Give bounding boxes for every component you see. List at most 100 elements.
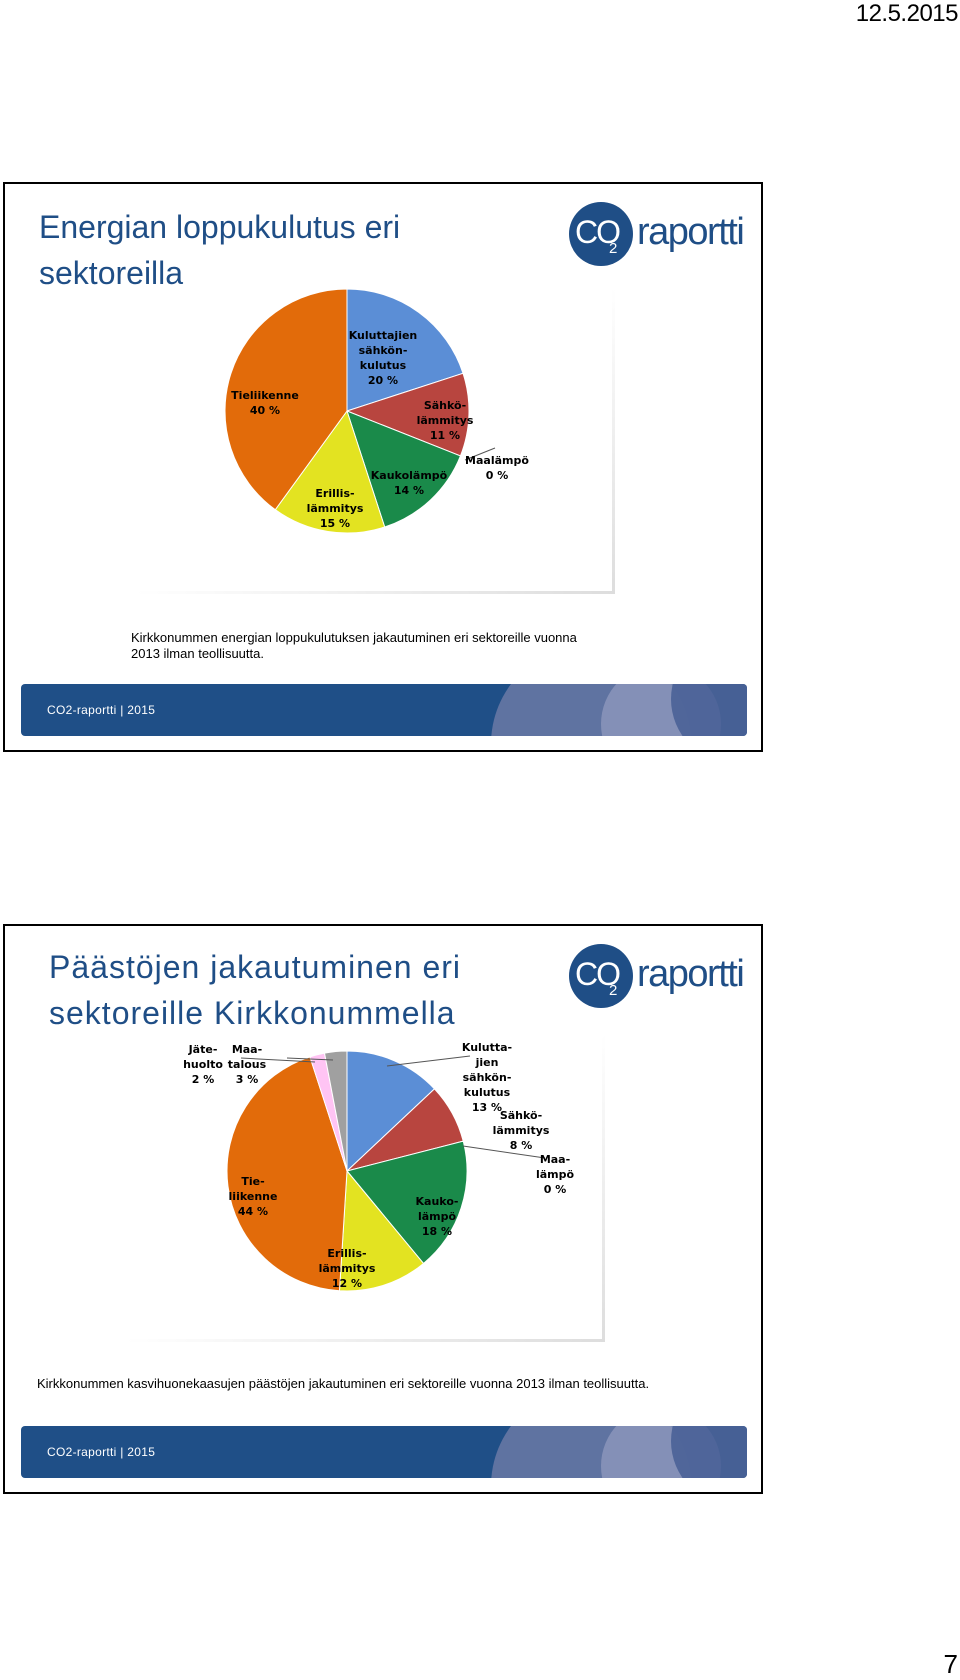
slice-value-label: 3 % xyxy=(236,1073,259,1086)
footer-text: CO2-raportti | 2015 xyxy=(47,703,156,717)
slice-name-line: lämpö xyxy=(536,1168,575,1181)
pie-chart-emissions: Kulutta-jien sähkön-kulutus 13 % Sähkö-lämm… xyxy=(125,1034,605,1342)
leader-line xyxy=(286,1057,334,1061)
leader-line xyxy=(464,447,496,461)
logo-co-text: CO xyxy=(575,956,621,992)
chart-frame-edge xyxy=(612,288,615,594)
slice-name-line: Jäte- xyxy=(188,1043,218,1056)
leader-line xyxy=(462,1145,546,1159)
footer-decoration xyxy=(671,1426,747,1478)
leader-line xyxy=(240,1057,316,1063)
slice-value-label: 0 % xyxy=(544,1183,567,1196)
logo-word: raportti xyxy=(637,953,745,995)
slice-label-sahkolammitys: Sähkö-lämmitys 8 % xyxy=(493,1109,550,1152)
slice-label-erillislammitys: Erillis-lämmitys 12 % xyxy=(319,1247,376,1290)
footer-text: CO2-raportti | 2015 xyxy=(47,1445,156,1459)
slice-name-line: Tie- xyxy=(241,1175,264,1188)
slice-label-maalampo: Maalämpö 0 % xyxy=(465,454,529,482)
page-date: 12.5.2015 xyxy=(855,0,959,27)
slice-name-line: talous xyxy=(228,1058,267,1071)
slide-caption: Kirkkonummen energian loppukulutuksen ja… xyxy=(131,630,577,661)
chart-frame-edge xyxy=(135,591,615,594)
slice-value-label: 15 % xyxy=(320,517,350,530)
slide-emissions: Päästöjen jakautuminen eri sektoreille K… xyxy=(3,924,763,1494)
slice-name-line: lämmitys xyxy=(417,414,474,427)
pie-chart-svg: Kuluttajien sähkön-kulutus 20 % Sähkö-lämmi… xyxy=(224,288,529,534)
logo-word: raportti xyxy=(637,211,745,253)
slice-name-line: Erillis- xyxy=(315,487,354,500)
slice-name-line: lämmitys xyxy=(493,1124,550,1137)
slice-name-line: jien xyxy=(475,1056,499,1069)
slice-name-line: Kulutta- xyxy=(462,1041,512,1054)
slice-value-label: 44 % xyxy=(238,1205,268,1218)
slide-caption: Kirkkonummen kasvihuonekaasujen päästöje… xyxy=(37,1376,650,1391)
slice-value-label: 2 % xyxy=(192,1073,215,1086)
slice-name-line: Kauko- xyxy=(416,1195,459,1208)
slice-name-line: huolto xyxy=(183,1058,223,1071)
slice-label-kaukolampo: Kaukolämpö 14 % xyxy=(371,469,448,497)
pie-slice-sahkolammitys xyxy=(345,372,470,457)
slice-label-tieliikenne: Tieliikenne 40 % xyxy=(231,389,299,417)
pie-slice-tieliikenne xyxy=(226,1056,348,1292)
co2-raportti-logo: CO 2 raportti xyxy=(569,202,745,266)
logo-subscript: 2 xyxy=(609,982,618,999)
slice-value-label: 20 % xyxy=(368,374,398,387)
slice-name-line: Maa- xyxy=(540,1153,570,1166)
slice-name-line: Maa- xyxy=(232,1043,262,1056)
slice-name-line: liikenne xyxy=(229,1190,278,1203)
slice-value-label: 8 % xyxy=(510,1139,533,1152)
slide-title: Päästöjen jakautuminen eri sektoreille K… xyxy=(49,949,462,1031)
slice-name-line: Kuluttajien xyxy=(349,329,418,342)
pie-chart-energy: Kuluttajien sähkön-kulutus 20 % Sähkö-lämmi… xyxy=(135,288,615,594)
slice-label-maalampo: Maa-lämpö 0 % xyxy=(536,1153,575,1196)
pie-slice-erillislammitys xyxy=(338,1169,425,1292)
footer-bar: CO2-raportti | 2015 xyxy=(21,1426,747,1478)
chart-frame-edge xyxy=(125,1339,605,1342)
slide-energy-consumption: Energian loppukulutus eri sektoreilla CO… xyxy=(3,182,763,752)
slice-label-tieliikenne: Tie-liikenne 44 % xyxy=(229,1175,278,1218)
logo-co-text: CO xyxy=(575,214,621,250)
slice-name-line: Erillis- xyxy=(327,1247,366,1260)
pie-slice-kuluttajien-sahkonkulutus xyxy=(346,1050,436,1173)
slice-label-kuluttajien-sahkonkulutus: Kulutta-jien sähkön-kulutus 13 % xyxy=(462,1041,512,1114)
chart-frame-edge xyxy=(602,1034,605,1342)
slice-name-line: kulutus xyxy=(464,1086,511,1099)
slice-value-label: 12 % xyxy=(332,1277,362,1290)
slice-name-line: lämmitys xyxy=(319,1262,376,1275)
co2-logo-circle: CO 2 xyxy=(569,202,633,266)
page-number: 7 xyxy=(943,1649,958,1679)
leader-line xyxy=(386,1055,471,1067)
footer-decoration xyxy=(671,684,747,736)
slice-name-line: Sähkö- xyxy=(424,399,466,412)
slice-label-maatalous: Maa-talous 3 % xyxy=(228,1043,267,1086)
logo-subscript: 2 xyxy=(609,240,618,257)
footer-bar: CO2-raportti | 2015 xyxy=(21,684,747,736)
slice-name-line: Kaukolämpö xyxy=(371,469,448,482)
pie-slice-kaukolampo xyxy=(346,1140,468,1265)
slice-value-label: 40 % xyxy=(250,404,280,417)
slice-value-label: 13 % xyxy=(472,1101,502,1114)
slice-name-line: Tieliikenne xyxy=(231,389,299,402)
slice-label-sahkolammitys: Sähkö-lämmitys 11 % xyxy=(417,399,474,442)
slice-label-kaukolampo: Kauko-lämpö 18 % xyxy=(416,1195,459,1238)
pie-slice-kuluttajien-sahkonkulutus xyxy=(346,288,464,412)
slice-label-erillislammitys: Erillis-lämmitys 15 % xyxy=(307,487,364,530)
slice-name-line: lämmitys xyxy=(307,502,364,515)
slice-name-line: lämpö xyxy=(418,1210,457,1223)
pie-slice-erillislammitys xyxy=(274,409,386,534)
co2-logo-circle: CO 2 xyxy=(569,944,633,1008)
slice-name-line: sähkön- xyxy=(359,344,408,357)
slice-name-line: kulutus xyxy=(360,359,407,372)
pie-slice-maatalous xyxy=(323,1050,348,1172)
slice-label-kuluttajien-sahkonkulutus: Kuluttajien sähkön-kulutus 20 % xyxy=(349,329,418,387)
slice-value-label: 0 % xyxy=(486,469,509,482)
pie-chart-svg: Kulutta-jien sähkön-kulutus 13 %Sähkö-lämm… xyxy=(183,1041,575,1292)
slice-label-jatehuolto: Jäte-huolto 2 % xyxy=(183,1043,223,1086)
slice-value-label: 18 % xyxy=(422,1225,452,1238)
slice-name-line: Maalämpö xyxy=(465,454,529,467)
slide-title: Energian loppukulutus eri sektoreilla xyxy=(39,209,401,291)
pie-slice-tieliikenne xyxy=(224,288,348,511)
slice-value-label: 14 % xyxy=(394,484,424,497)
slice-value-label: 11 % xyxy=(430,429,460,442)
slice-name-line: sähkön- xyxy=(463,1071,512,1084)
